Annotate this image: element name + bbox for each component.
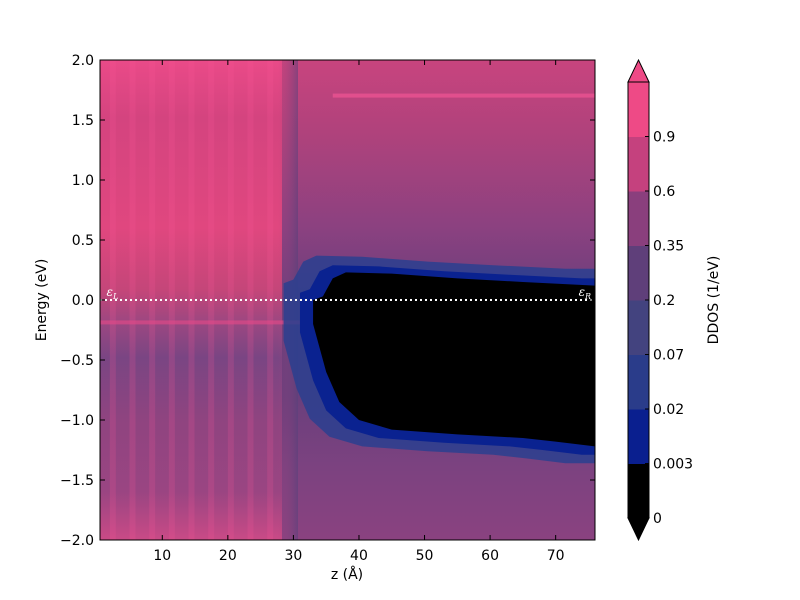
band-feature xyxy=(100,320,320,325)
y-tick-label: 0.5 xyxy=(72,233,94,249)
colorbar-segment xyxy=(628,245,649,301)
lead-stripe xyxy=(149,60,156,540)
x-tick-label: 70 xyxy=(547,548,565,564)
colorbar-tick-label: 0.6 xyxy=(653,184,675,200)
colorbar-segment xyxy=(628,409,649,464)
epsilon-l-label: εL xyxy=(107,285,119,301)
y-tick-label: −2.0 xyxy=(60,533,94,549)
colorbar-segment xyxy=(628,136,649,192)
colorbar-tick-label: 0.2 xyxy=(653,293,675,309)
y-axis: 2.0 1.5 1.0 0.5 0.0 −0.5 −1.0 −1.5 −2.0 xyxy=(60,53,595,549)
lead-stripe xyxy=(109,60,116,540)
y-tick-label: −1.0 xyxy=(60,413,94,429)
y-tick-label: −0.5 xyxy=(60,353,94,369)
colorbar-label: DDOS (1/eV) xyxy=(706,256,722,345)
gap-black-contour xyxy=(313,272,595,447)
y-tick-label: 1.0 xyxy=(72,173,94,189)
colorbar-extend-min xyxy=(627,517,650,542)
colorbar-segment xyxy=(628,82,649,137)
colorbar-tick-label: 0.02 xyxy=(653,402,684,418)
x-tick-label: 30 xyxy=(284,548,302,564)
colorbar-tick-label: 0.003 xyxy=(653,457,693,473)
colorbar-extend-max xyxy=(627,58,650,83)
x-tick-label: 40 xyxy=(350,548,368,564)
colorbar-segment xyxy=(628,354,649,410)
y-tick-label: 0.0 xyxy=(72,293,94,309)
colorbar-segment xyxy=(628,463,649,519)
colorbar-tick-label: 0.07 xyxy=(653,348,684,364)
colorbar-tick-label: 0 xyxy=(653,511,662,527)
colorbar-segment xyxy=(628,300,649,355)
plot-area: εL εR xyxy=(100,60,595,540)
y-tick-label: 2.0 xyxy=(72,53,94,69)
colorbar-tick-label: 0.35 xyxy=(653,239,684,255)
x-axis: 10 20 30 40 50 60 70 xyxy=(153,60,565,564)
x-tick-label: 10 xyxy=(153,548,171,564)
epsilon-r-label: εR xyxy=(579,285,591,301)
x-axis-label: z (Å) xyxy=(331,566,363,583)
colorbar-segment xyxy=(628,191,649,246)
colorbar-tick-label: 0.9 xyxy=(653,130,675,146)
x-tick-label: 50 xyxy=(416,548,434,564)
colorbar: 0 0.003 0.02 0.07 0.2 0.35 0.6 0.9 xyxy=(627,58,693,542)
band-feature xyxy=(332,93,595,98)
y-tick-label: 1.5 xyxy=(72,113,94,129)
lead-stripe xyxy=(129,60,136,540)
x-tick-label: 20 xyxy=(219,548,237,564)
x-tick-label: 60 xyxy=(481,548,499,564)
y-axis-label: Energy (eV) xyxy=(34,259,50,342)
y-tick-label: −1.5 xyxy=(60,473,94,489)
